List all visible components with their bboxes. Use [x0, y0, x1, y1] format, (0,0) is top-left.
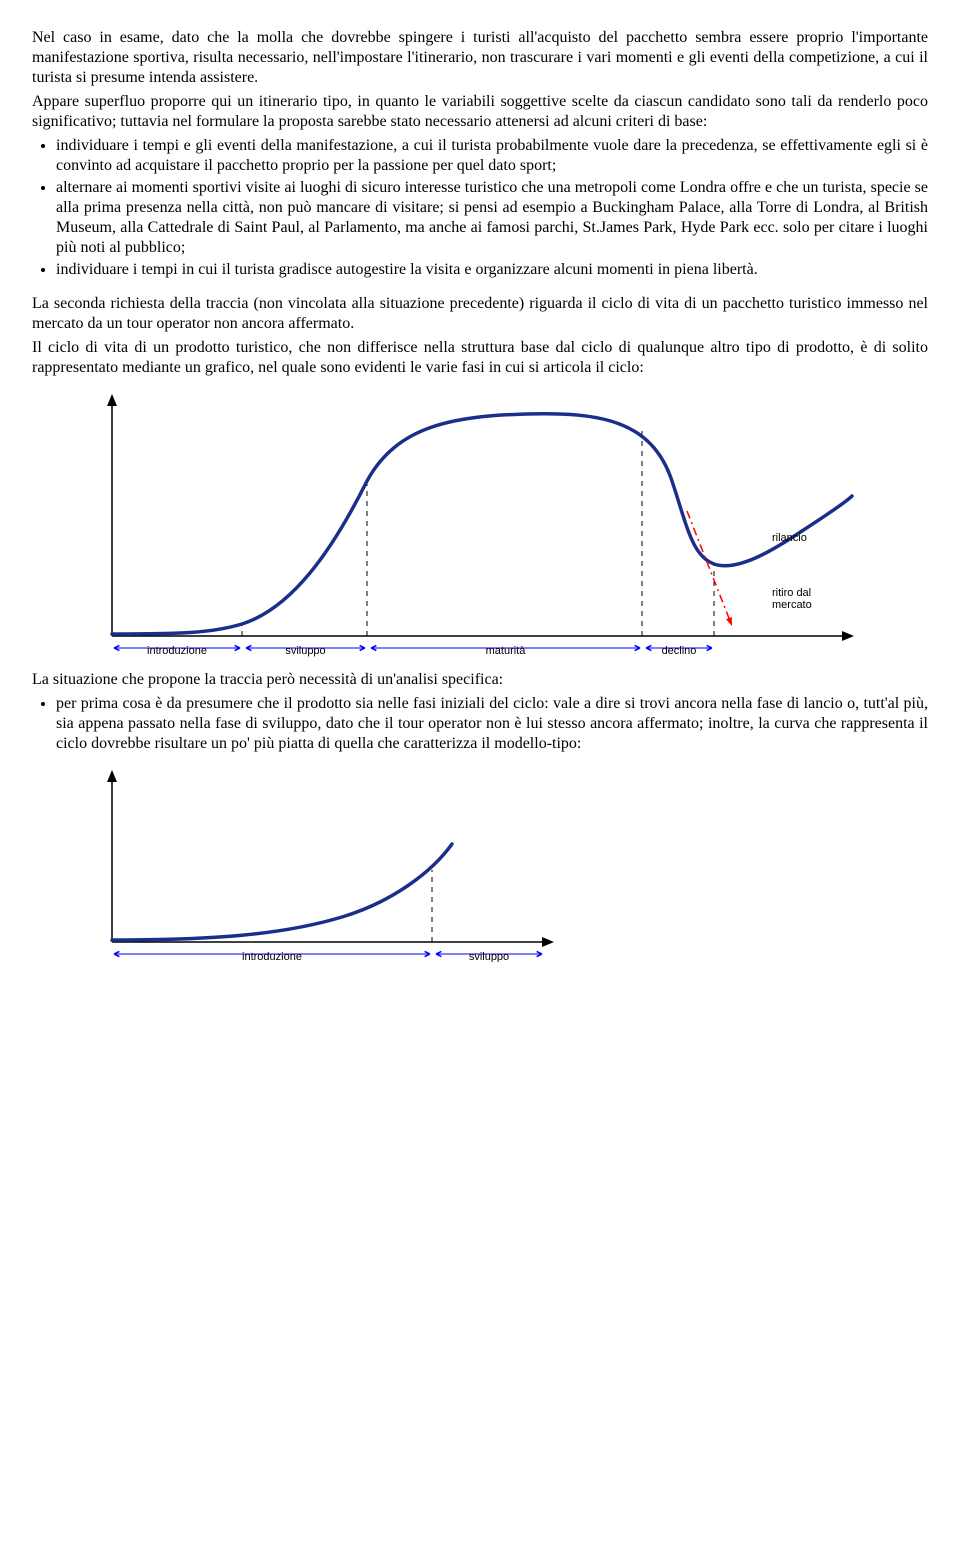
svg-text:introduzione: introduzione: [147, 645, 207, 657]
list-item: alternare ai momenti sportivi visite ai …: [56, 178, 928, 258]
svg-text:rilancio: rilancio: [772, 532, 807, 544]
svg-text:ritiro dal: ritiro dal: [772, 587, 811, 599]
bullet-list-1: individuare i tempi e gli eventi della m…: [32, 136, 928, 280]
lifecycle-chart-initial: introduzione sviluppo: [32, 762, 928, 962]
list-item: individuare i tempi in cui il turista gr…: [56, 260, 928, 280]
list-item: per prima cosa è da presumere che il pro…: [56, 694, 928, 754]
bullet-list-2: per prima cosa è da presumere che il pro…: [32, 694, 928, 754]
paragraph-5: La situazione che propone la traccia per…: [32, 670, 928, 690]
lifecycle-chart-initial-svg: introduzione sviluppo: [32, 762, 572, 962]
paragraph-2: Appare superfluo proporre qui un itinera…: [32, 92, 928, 132]
svg-text:maturità: maturità: [486, 645, 527, 657]
svg-text:sviluppo: sviluppo: [469, 951, 509, 962]
svg-text:mercato: mercato: [772, 599, 812, 611]
lifecycle-chart-full-svg: rilancio ritiro dalmercato introduzione svi…: [32, 386, 872, 666]
svg-text:introduzione: introduzione: [242, 951, 302, 962]
paragraph-1: Nel caso in esame, dato che la molla che…: [32, 28, 928, 88]
list-item: individuare i tempi e gli eventi della m…: [56, 136, 928, 176]
paragraph-4: Il ciclo di vita di un prodotto turistic…: [32, 338, 928, 378]
svg-text:sviluppo: sviluppo: [285, 645, 325, 657]
lifecycle-chart-full: rilancio ritiro dalmercato introduzione svi…: [32, 386, 928, 666]
paragraph-3: La seconda richiesta della traccia (non …: [32, 294, 928, 334]
svg-text:declino: declino: [662, 645, 697, 657]
